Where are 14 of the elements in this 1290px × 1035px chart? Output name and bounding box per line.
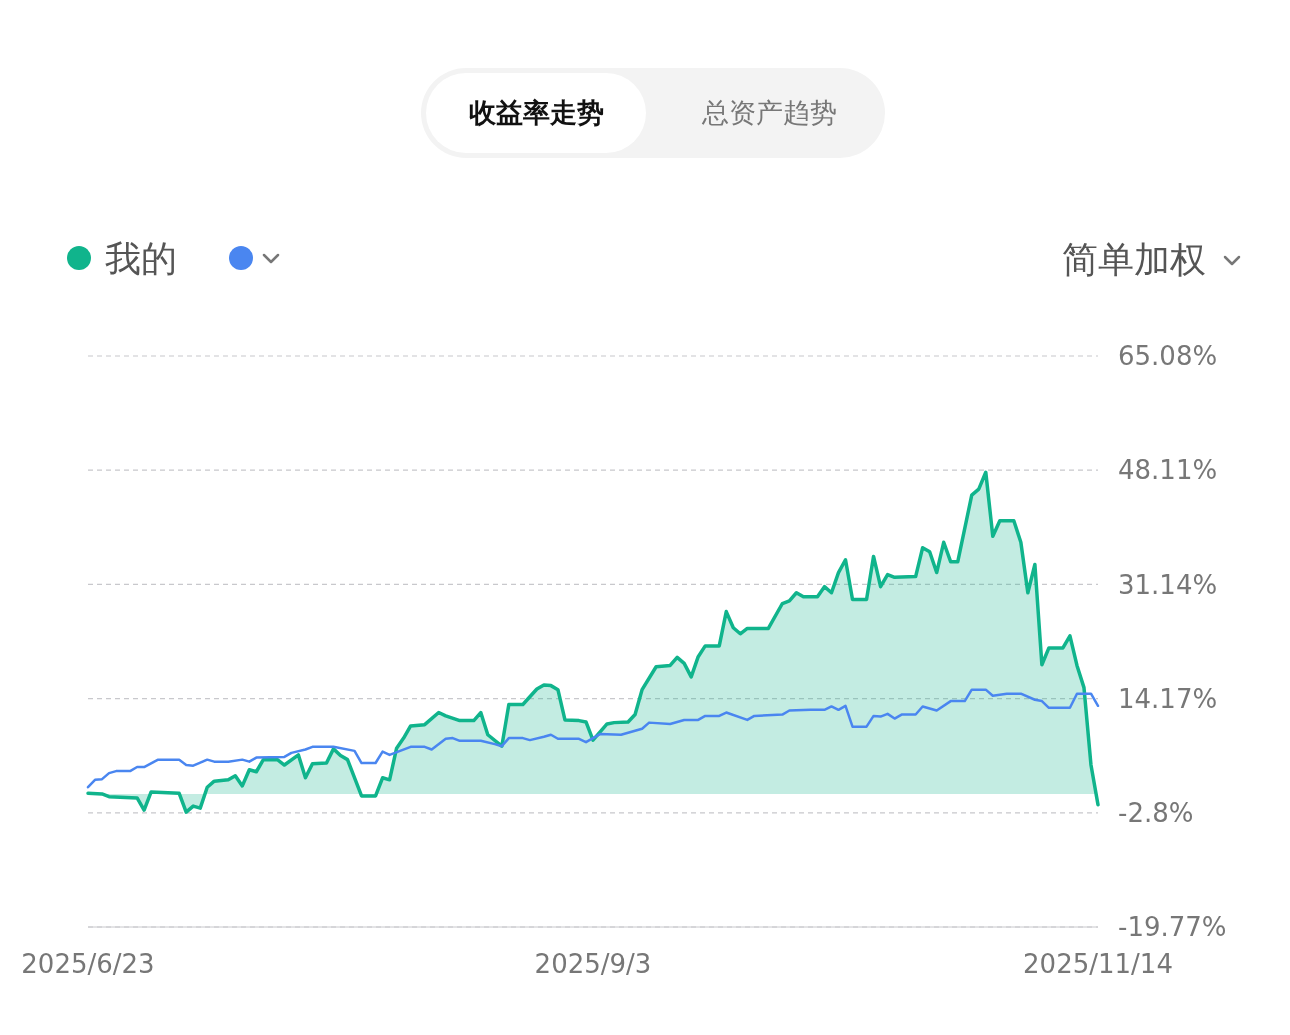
x-tick-label: 2025/9/3 — [534, 949, 652, 979]
y-tick-label: -2.8% — [1118, 797, 1194, 828]
x-tick-label: 2025/6/23 — [21, 949, 155, 979]
line-series — [86, 688, 1100, 789]
y-tick-label: 14.17% — [1118, 683, 1218, 714]
y-tick-label: 48.11% — [1118, 455, 1218, 486]
text: 简单加权 — [1062, 239, 1206, 280]
legend-label: 我的 — [105, 238, 177, 279]
x-tick-label: 2025/11/14 — [1023, 949, 1173, 979]
text: 收益率走势 — [468, 97, 604, 128]
text: 总资产趋势 — [700, 97, 837, 128]
y-tick-label: 65.08% — [1118, 341, 1218, 372]
y-tick-label: -19.77% — [1118, 912, 1227, 943]
y-tick-label: 31.14% — [1118, 569, 1218, 600]
